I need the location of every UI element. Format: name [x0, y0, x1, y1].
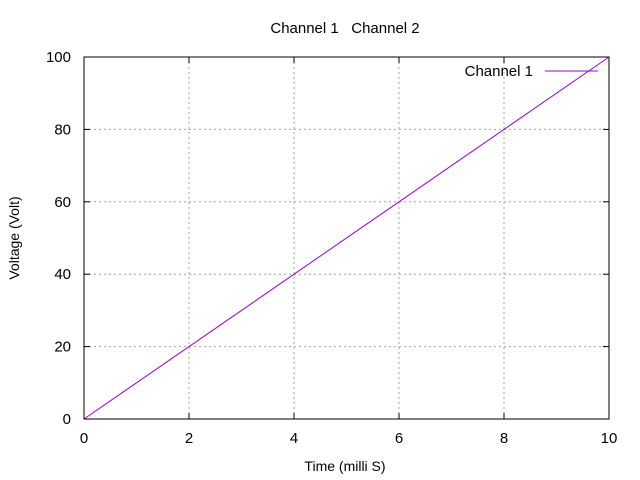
grid: [84, 57, 609, 419]
y-tick-label: 20: [54, 339, 71, 356]
x-tick-label: 10: [601, 430, 618, 447]
y-tick-label: 0: [63, 411, 71, 428]
series-line-channel-1: [83, 56, 610, 420]
legend-label: Channel 1: [465, 63, 533, 80]
y-tick-label: 60: [54, 194, 71, 211]
legend: Channel 1: [465, 63, 598, 80]
x-axis-title: Time (milli S): [304, 458, 385, 474]
x-tick-label: 8: [500, 430, 508, 447]
y-tick-label: 100: [46, 49, 71, 66]
chart-title: Channel 1 Channel 2: [270, 20, 419, 37]
y-tick-label: 80: [54, 121, 71, 138]
y-tick-label: 40: [54, 266, 71, 283]
x-tick-label: 2: [185, 430, 193, 447]
x-tick-label: 4: [290, 430, 298, 447]
x-tick-label: 0: [80, 430, 88, 447]
plot-frame: [83, 56, 610, 420]
y-axis-title: Voltage (Volt): [6, 196, 22, 279]
plot-area: [83, 56, 610, 420]
x-tick-label: 6: [395, 430, 403, 447]
